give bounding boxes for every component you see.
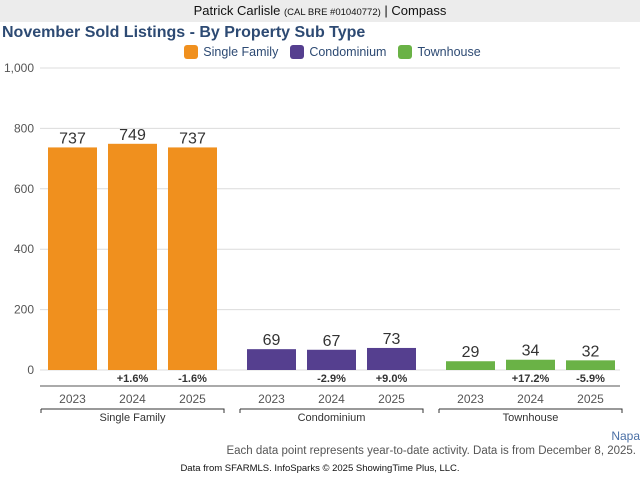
x-tick-label: 2025 xyxy=(378,392,405,406)
data-note: Each data point represents year-to-date … xyxy=(226,445,636,457)
pct-change-label: +1.6% xyxy=(117,373,149,385)
legend-item-townhouse[interactable]: Townhouse xyxy=(398,45,481,59)
bar-single-family-2025[interactable] xyxy=(168,147,217,370)
data-label: 67 xyxy=(323,333,341,350)
bar-condominium-2023[interactable] xyxy=(247,349,296,370)
data-label: 34 xyxy=(522,343,540,360)
data-label: 32 xyxy=(582,343,600,360)
pct-change-label: +17.2% xyxy=(512,373,550,385)
group-label: Townhouse xyxy=(503,412,559,424)
legend-swatch-townhouse xyxy=(398,45,413,59)
license-number: (CAL BRE #01040772) xyxy=(283,7,381,18)
legend-swatch-condominium xyxy=(290,45,305,59)
legend-swatch-single-family xyxy=(184,45,199,59)
data-label: 737 xyxy=(59,130,86,147)
y-tick-label: 0 xyxy=(27,363,34,377)
separator: | xyxy=(384,3,388,18)
bar-townhouse-2025[interactable] xyxy=(566,360,615,370)
y-tick-label: 600 xyxy=(14,182,34,196)
legend-label: Condominium xyxy=(309,45,387,59)
x-tick-label: 2024 xyxy=(318,392,345,406)
data-label: 749 xyxy=(119,127,146,144)
bar-condominium-2025[interactable] xyxy=(367,347,416,370)
y-tick-label: 200 xyxy=(14,303,34,317)
bar-chart: 02004006008001,0007372023749+1.6%2024737… xyxy=(4,61,623,424)
pct-change-label: -5.9% xyxy=(576,373,605,385)
group-label: Single Family xyxy=(99,412,166,424)
bar-condominium-2024[interactable] xyxy=(307,349,356,370)
brokerage-name: Compass xyxy=(391,3,447,18)
x-tick-label: 2025 xyxy=(179,392,206,406)
pct-change-label: -1.6% xyxy=(178,373,207,385)
x-tick-label: 2024 xyxy=(119,392,146,406)
x-tick-label: 2024 xyxy=(517,392,544,406)
bar-single-family-2024[interactable] xyxy=(108,143,157,370)
data-label: 29 xyxy=(462,344,480,361)
bar-single-family-2023[interactable] xyxy=(48,147,97,370)
legend-label: Single Family xyxy=(203,45,279,59)
region-label[interactable]: Napa xyxy=(611,429,640,443)
legend-label: Townhouse xyxy=(417,45,481,59)
y-tick-label: 1,000 xyxy=(4,61,34,75)
chart-title: November Sold Listings - By Property Sub… xyxy=(2,24,366,41)
group-label: Condominium xyxy=(298,412,366,424)
legend-item-single-family[interactable]: Single Family xyxy=(184,45,278,59)
legend-item-condominium[interactable]: Condominium xyxy=(290,45,386,59)
pct-change-label: -2.9% xyxy=(317,373,346,385)
data-label: 737 xyxy=(179,130,206,147)
pct-change-label: +9.0% xyxy=(376,373,408,385)
group-bracket xyxy=(239,408,424,413)
footer-credit: Data from SFARMLS. InfoSparks © 2025 Sho… xyxy=(180,463,460,474)
x-tick-label: 2023 xyxy=(59,392,86,406)
x-tick-label: 2023 xyxy=(457,392,484,406)
header-bar: Patrick Carlisle (CAL BRE #01040772) | C… xyxy=(0,0,640,22)
group-bracket xyxy=(438,408,623,413)
data-label: 73 xyxy=(383,331,401,348)
agent-name: Patrick Carlisle xyxy=(193,3,281,18)
x-tick-label: 2023 xyxy=(258,392,285,406)
y-tick-label: 400 xyxy=(14,242,34,256)
bar-townhouse-2023[interactable] xyxy=(446,361,495,370)
group-bracket xyxy=(40,408,225,413)
legend: Single Family Condominium Townhouse xyxy=(0,45,640,59)
y-tick-label: 800 xyxy=(14,121,34,135)
data-label: 69 xyxy=(263,332,281,349)
bar-townhouse-2024[interactable] xyxy=(506,359,555,370)
x-tick-label: 2025 xyxy=(577,392,604,406)
